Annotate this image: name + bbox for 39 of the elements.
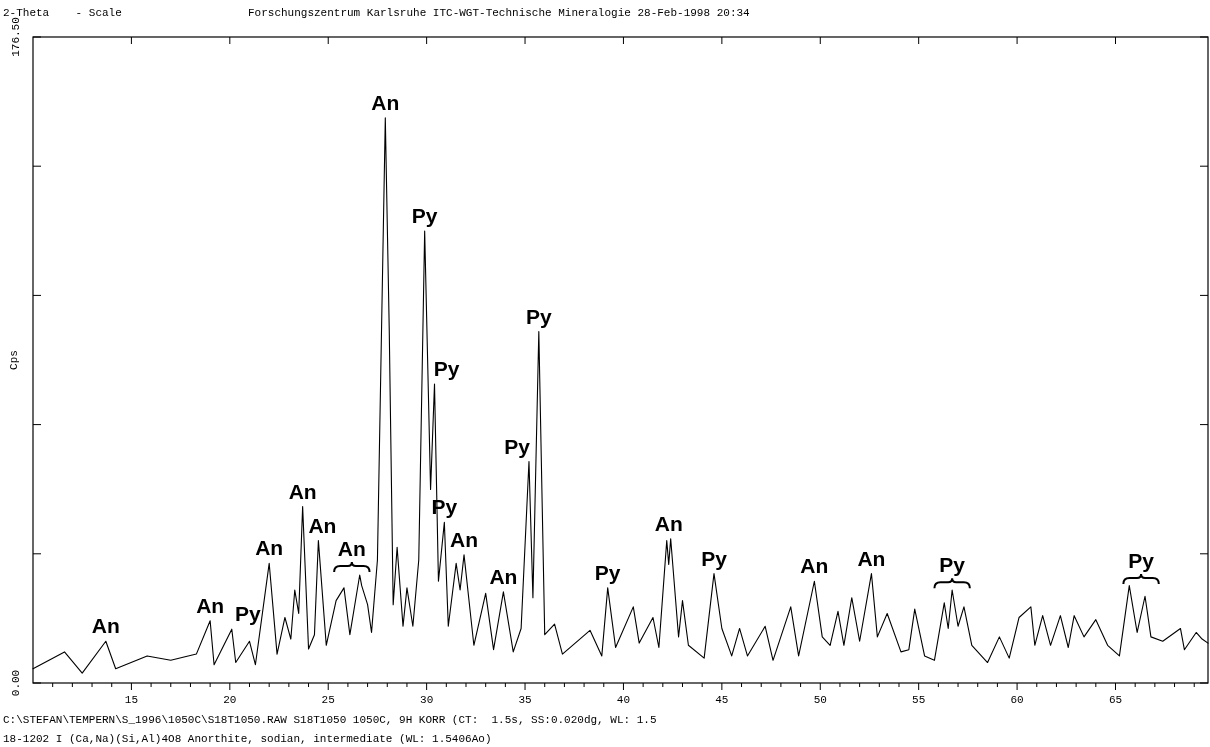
chart-title: Forschungszentrum Karlsruhe ITC-WGT-Technische Mineralogie 28-Feb-1998 20:34: [248, 7, 751, 19]
annotation: An: [800, 554, 829, 578]
annotation: Py: [411, 203, 438, 227]
annotation: An: [196, 593, 225, 617]
x-tick-label: 35: [518, 694, 532, 706]
x-tick-label: 55: [912, 694, 926, 706]
x-tick-label: 60: [1010, 694, 1024, 706]
x-tick-label: 25: [321, 694, 335, 706]
x-tick-label: 30: [420, 694, 434, 706]
x-axis-title: 2-Theta - Scale: [3, 7, 122, 19]
annotation: An: [288, 479, 317, 503]
annotation: An: [371, 90, 400, 114]
y-tick-label: 0.00: [10, 669, 22, 697]
x-tick-label: 15: [124, 694, 139, 706]
annotation: An: [654, 511, 683, 535]
annotation: Py: [1128, 549, 1155, 573]
annotation: Py: [594, 560, 621, 584]
x-tick-label: 40: [616, 694, 631, 706]
text: C:\STEFAN\TEMPERN\S_1996\1050C\S18T1050.RAW S18T1050 1050C, 9H KORR (CT: 1.5s, SS:0.020dg, WL: 1.5: [3, 714, 657, 726]
annotation: An: [255, 536, 284, 560]
x-tick-label: 45: [715, 694, 729, 706]
annotation: An: [489, 564, 518, 588]
annotation: Py: [433, 356, 460, 380]
x-tick-label: 65: [1108, 694, 1123, 706]
y-axis-title: Cps: [8, 350, 20, 370]
annotation: Py: [701, 546, 728, 570]
annotation: An: [857, 546, 886, 570]
annotation: An: [308, 513, 337, 537]
annotation: An: [337, 537, 366, 561]
x-tick-label: 50: [813, 694, 827, 706]
annotation: Py: [504, 434, 531, 458]
y-tick-label: 176.50: [10, 17, 22, 57]
text: 18-1202 I (Ca,Na)(Si,Al)4O8 Anorthite, sodian, intermediate (WL: 1.5406Ao): [3, 733, 492, 745]
annotation: An: [91, 614, 120, 638]
annotation: Py: [939, 553, 966, 577]
annotation: An: [450, 527, 479, 551]
x-tick-label: 20: [223, 694, 237, 706]
annotation: Py: [525, 304, 552, 328]
annotation: Py: [234, 602, 261, 626]
